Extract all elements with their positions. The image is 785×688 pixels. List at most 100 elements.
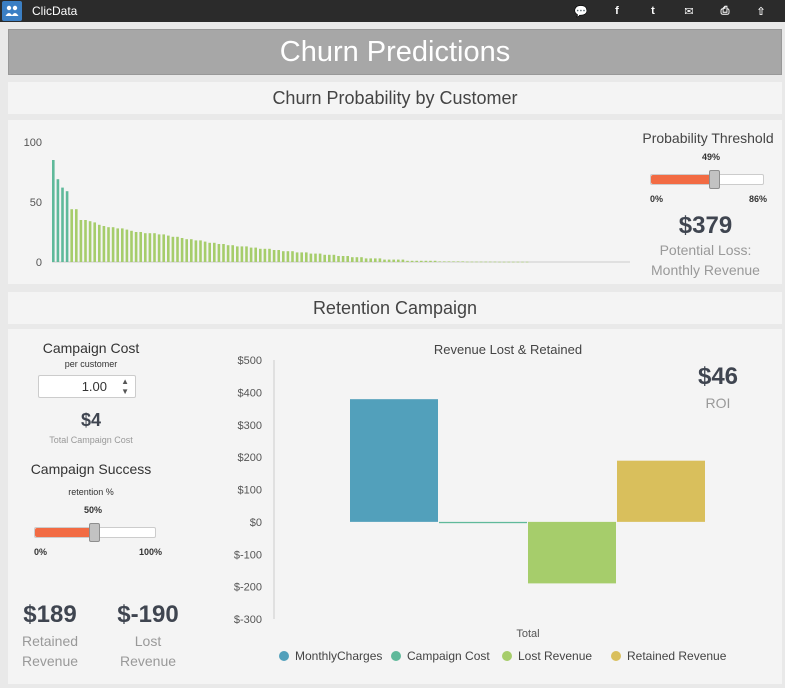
churn-bar — [286, 251, 290, 262]
churn-bar — [374, 258, 377, 262]
churn-bar — [328, 254, 331, 262]
churn-bar — [213, 242, 216, 262]
churn-bar — [516, 261, 520, 263]
potential-loss-label-1: Potential Loss: — [659, 242, 752, 258]
churn-bar — [401, 259, 405, 262]
stepper-down-icon[interactable]: ▼ — [121, 387, 129, 396]
churn-bar — [52, 160, 55, 262]
campaign-cost-input[interactable]: 1.00 ▲ ▼ — [38, 375, 136, 398]
print-icon[interactable]: ⎙ — [720, 4, 730, 17]
facebook-icon[interactable]: f — [615, 5, 619, 17]
roi-label: ROI — [705, 395, 731, 411]
threshold-slider-handle[interactable] — [708, 170, 720, 189]
mail-icon[interactable]: ✉ — [684, 5, 694, 18]
lost-revenue-value: $-190 — [117, 601, 179, 628]
churn-y-tick-label: 100 — [24, 137, 42, 149]
campaign-cost-input-value: 1.00 — [81, 379, 107, 394]
export-icon[interactable]: ⇧ — [756, 5, 766, 18]
revenue-y-tick-label: $-100 — [234, 549, 262, 561]
churn-bar — [300, 252, 303, 262]
retained-revenue-label-2: Revenue — [21, 653, 79, 669]
comment-icon[interactable]: 💬 — [574, 5, 588, 18]
total-campaign-cost-label: Total Campaign Cost — [49, 435, 133, 445]
retention-section-heading: Retention Campaign — [8, 292, 782, 324]
success-max-label: 100% — [139, 547, 163, 557]
churn-bar — [475, 261, 478, 263]
revenue-chart-title: Revenue Lost & Retained — [434, 342, 582, 357]
churn-bar — [84, 220, 87, 262]
churn-bar — [351, 257, 354, 262]
churn-bar — [203, 241, 207, 262]
churn-bar — [525, 261, 529, 263]
churn-bar — [383, 259, 386, 262]
churn-bar — [456, 261, 460, 262]
potential-loss-value: $379 — [678, 212, 733, 239]
success-value-label: 50% — [84, 505, 103, 515]
churn-bar — [208, 242, 211, 262]
users-icon[interactable] — [2, 1, 22, 21]
threshold-max-label: 86% — [749, 194, 768, 204]
churn-bar — [369, 258, 372, 262]
churn-bar — [171, 236, 175, 262]
success-slider-fill — [35, 528, 95, 537]
churn-bar — [185, 239, 188, 262]
churn-bar — [438, 261, 441, 262]
campaign-success-subtitle: retention % — [68, 487, 114, 497]
churn-bar — [88, 221, 92, 262]
churn-bar — [259, 248, 262, 262]
legend-label-retained-revenue: Retained Revenue — [627, 649, 727, 663]
success-slider[interactable] — [34, 523, 156, 542]
churn-bar — [323, 254, 326, 262]
churn-bar — [231, 245, 234, 262]
churn-bar — [305, 252, 308, 262]
churn-bar — [199, 240, 202, 262]
churn-bar — [378, 258, 382, 262]
churn-bar — [130, 230, 133, 262]
legend-lost-revenue[interactable]: Lost Revenue — [502, 649, 592, 663]
churn-bar — [148, 233, 152, 262]
churn-bar — [277, 250, 280, 262]
churn-bar — [157, 234, 161, 262]
churn-bar — [98, 224, 101, 262]
churn-bar — [355, 257, 359, 262]
churn-bar — [452, 261, 455, 262]
churn-bar — [194, 240, 198, 262]
legend-monthly-charges[interactable]: MonthlyCharges — [279, 649, 382, 663]
churn-bar — [222, 244, 225, 262]
legend-campaign-cost[interactable]: Campaign Cost — [391, 649, 490, 663]
threshold-value-label: 49% — [702, 152, 721, 162]
churn-bar — [65, 191, 69, 262]
churn-bar — [360, 257, 363, 262]
churn-bar — [424, 260, 428, 262]
twitter-icon[interactable]: t — [651, 5, 655, 17]
churn-bar — [512, 261, 515, 263]
churn-bar — [153, 233, 156, 262]
legend-dot-retained-revenue — [611, 651, 621, 661]
churn-bar — [493, 261, 497, 263]
churn-bar — [79, 220, 83, 262]
threshold-title: Probability Threshold — [642, 130, 774, 146]
top-bar: ClicData 💬 f t ✉ ⎙ ⇧ — [0, 0, 785, 22]
churn-bar — [144, 233, 147, 262]
threshold-slider[interactable] — [650, 170, 764, 189]
churn-bar — [134, 232, 138, 262]
threshold-slider-fill — [651, 175, 715, 184]
churn-bar — [309, 253, 313, 262]
legend-retained-revenue[interactable]: Retained Revenue — [611, 649, 726, 663]
churn-bar — [249, 247, 253, 262]
churn-bar — [245, 246, 248, 262]
churn-bar — [318, 253, 322, 262]
churn-y-tick-label: 50 — [30, 197, 42, 209]
revenue-y-tick-label: $0 — [250, 517, 262, 529]
churn-bar — [190, 239, 193, 262]
churn-bar — [337, 256, 340, 262]
churn-bar — [272, 250, 276, 262]
retained-revenue-label-1: Retained — [21, 633, 79, 649]
total-campaign-cost-value: $4 — [80, 410, 102, 430]
campaign-success-title: Campaign Success — [30, 461, 152, 477]
success-slider-handle[interactable] — [89, 523, 100, 542]
page-title: Churn Predictions — [8, 29, 782, 75]
churn-bar — [415, 260, 418, 262]
stepper-up-icon[interactable]: ▲ — [121, 377, 129, 386]
legend-dot-campaign-cost — [391, 651, 401, 661]
